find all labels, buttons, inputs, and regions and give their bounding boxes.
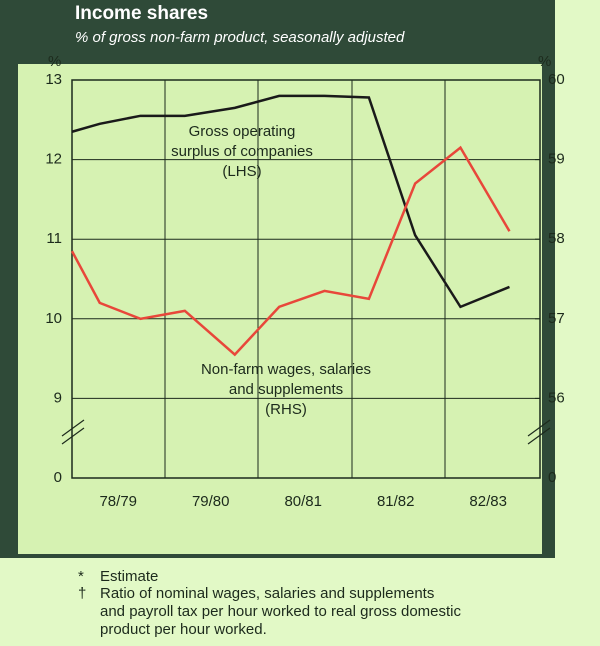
x-tick-label: 78/79 [99, 493, 137, 510]
year-dividers [164, 80, 446, 478]
axis-breaks [61, 419, 551, 445]
y-axis-label: % [48, 53, 61, 70]
x-tick-label: 79/80 [192, 493, 230, 510]
y-tick-label: 10 [45, 310, 62, 327]
series-line [71, 94, 510, 309]
y-tick-label: 9 [54, 389, 62, 406]
x-tick-label: 81/82 [377, 493, 415, 510]
y2-tick-label: 60 [548, 71, 565, 88]
x-tick-label: 80/81 [284, 493, 322, 510]
annotation: Non-farm wages, salaries [201, 361, 371, 378]
chart-title: Income shares [75, 3, 208, 24]
footnote-mark: * [78, 568, 84, 585]
y2-tick-label: 57 [548, 310, 565, 327]
footnote-mark: † [78, 585, 86, 602]
annotation: surplus of companies [171, 143, 313, 160]
y2-tick-label: 58 [548, 230, 565, 247]
break-mark [527, 419, 551, 437]
annotation: (RHS) [265, 401, 307, 418]
y-tick-label: 0 [54, 469, 62, 486]
series-line [70, 145, 511, 357]
annotation: Gross operating [189, 123, 296, 140]
y-tick-label: 13 [45, 71, 62, 88]
annotation: (LHS) [222, 163, 261, 180]
y-tick-label: 11 [46, 230, 62, 247]
footnote: and payroll tax per hour worked to real … [100, 603, 462, 620]
plot-area [71, 79, 541, 479]
x-tick-label: 82/83 [469, 493, 507, 510]
y2-axis-label: % [538, 53, 551, 70]
chart-subtitle: % of gross non-farm product, seasonally … [75, 29, 405, 46]
footnote: product per hour worked. [100, 621, 267, 638]
annotation: and supplements [229, 381, 343, 398]
footnote: Estimate [100, 568, 158, 585]
footnote: Ratio of nominal wages, salaries and sup… [100, 585, 434, 602]
break-mark [61, 427, 85, 445]
break-mark [61, 419, 85, 437]
y2-tick-label: 56 [548, 389, 565, 406]
y2-tick-label: 0 [548, 469, 556, 486]
y2-tick-label: 59 [548, 151, 565, 168]
break-mark [527, 427, 551, 445]
y-tick-label: 12 [45, 151, 62, 168]
